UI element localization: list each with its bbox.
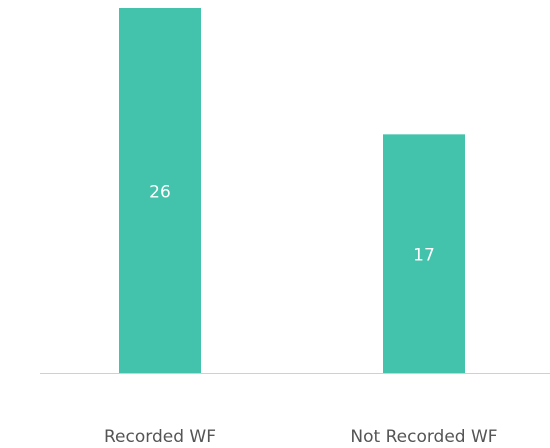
bar	[383, 134, 465, 373]
x-tick-label: Recorded WF	[104, 427, 216, 447]
value-label: 17	[413, 246, 435, 266]
bar	[119, 8, 201, 373]
x-tick-label: Not Recorded WF	[350, 427, 497, 447]
value-label: 26	[149, 183, 171, 203]
